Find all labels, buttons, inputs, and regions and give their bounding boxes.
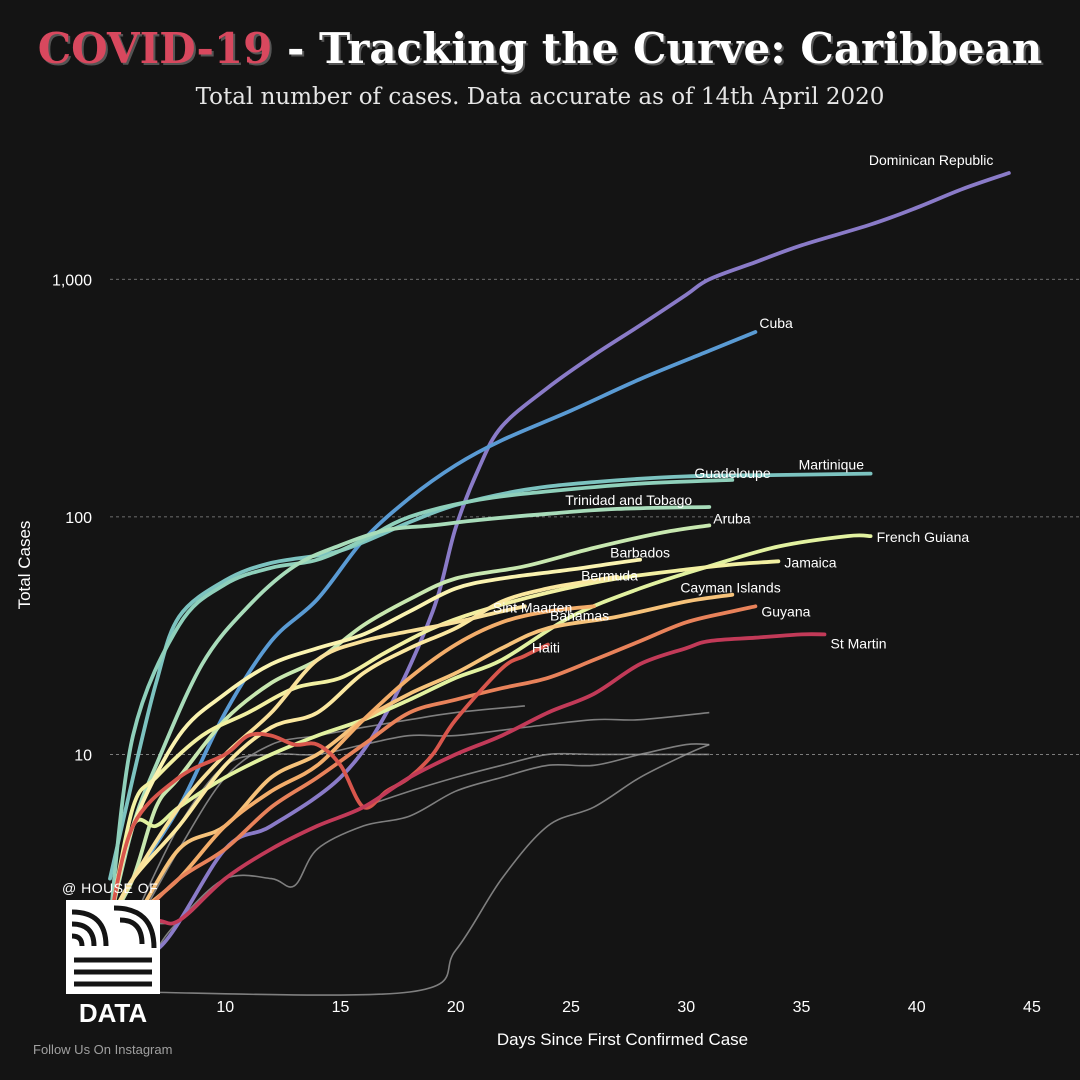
x-tick-label: 45: [1023, 999, 1041, 1016]
series-label-cuba: Cuba: [759, 315, 793, 331]
series-label-trinidad-and-tobago: Trinidad and Tobago: [565, 492, 692, 508]
y-tick-label: 100: [65, 510, 92, 527]
chart-title: COVID-19 - Tracking the Curve: Caribbean: [0, 24, 1080, 73]
series-label-dominican-republic: Dominican Republic: [869, 152, 994, 168]
series-label-bermuda: Bermuda: [581, 568, 638, 584]
chart-subtitle: Total number of cases. Data accurate as …: [195, 84, 885, 110]
series-line-jamaica: [108, 559, 781, 923]
series-line-barbados: [108, 557, 642, 923]
x-tick-label: 20: [447, 999, 465, 1016]
series-line-bermuda: [108, 574, 619, 923]
y-tick-label: 10: [74, 747, 92, 764]
series-label-haiti: Haiti: [532, 640, 560, 656]
background-line-grey-d: [132, 743, 710, 993]
background-series: [132, 705, 710, 996]
x-tick-label: 10: [216, 999, 234, 1016]
x-tick-label: 15: [332, 999, 350, 1016]
series-label-guadeloupe: Guadeloupe: [694, 465, 771, 481]
series-label-sint-maarten: Sint Maarten: [493, 599, 572, 615]
series-line-trinidad-and-tobago: [108, 505, 712, 923]
series-label-guyana: Guyana: [761, 603, 810, 619]
background-line-grey-b: [132, 711, 710, 921]
series-line-martinique: [108, 471, 873, 881]
series-label-aruba: Aruba: [713, 510, 751, 526]
x-tick-label: 35: [793, 999, 811, 1016]
series-line-dominican-republic: [108, 171, 1011, 955]
instagram-follow-link[interactable]: Follow Us On Instagram: [33, 1042, 173, 1057]
series-label-martinique: Martinique: [799, 457, 865, 473]
series-label-cayman-islands: Cayman Islands: [680, 580, 780, 596]
x-tick-label: 30: [677, 999, 695, 1016]
series-line-cayman-islands: [108, 592, 735, 928]
series-labels: Dominican Republic Cuba Martinique Guadelou…: [493, 152, 994, 656]
series-line-guyana: [108, 604, 758, 926]
background-line-grey-e: [132, 743, 710, 996]
series-line-st-martin: [108, 632, 827, 926]
brand-logo-icon[interactable]: [66, 900, 160, 994]
series-line-aruba: [108, 523, 712, 923]
x-axis-label: Days Since First Confirmed Case: [497, 1030, 748, 1049]
x-tick-label: 40: [908, 999, 926, 1016]
series-lines: [108, 171, 1011, 976]
series-label-jamaica: Jamaica: [784, 554, 836, 570]
series-line-haiti: [108, 642, 550, 923]
axes: 10 100 1,000 10 15 20 25 30 35 40 45 Days Since Fir…: [15, 272, 1041, 1049]
grid-lines: [110, 278, 1080, 755]
series-label-st-martin: St Martin: [831, 635, 887, 651]
title-accent: COVID-19: [37, 24, 273, 73]
series-label-bahamas: Bahamas: [550, 607, 609, 623]
brand-bottom-text: DATA: [78, 998, 148, 1028]
series-line-french-guiana: [108, 533, 873, 923]
series-line-guadeloupe: [108, 478, 735, 923]
series-line-sint-maarten: [108, 604, 527, 923]
brand-top-text: @ HOUSE OF: [62, 880, 159, 896]
y-tick-label: 1,000: [52, 272, 92, 289]
y-axis-label: Total Cases: [15, 521, 34, 610]
series-label-barbados: Barbados: [610, 545, 670, 561]
title-rest: - Tracking the Curve: Caribbean: [272, 24, 1043, 73]
x-tick-label: 25: [562, 999, 580, 1016]
series-label-french-guiana: French Guiana: [877, 529, 970, 545]
